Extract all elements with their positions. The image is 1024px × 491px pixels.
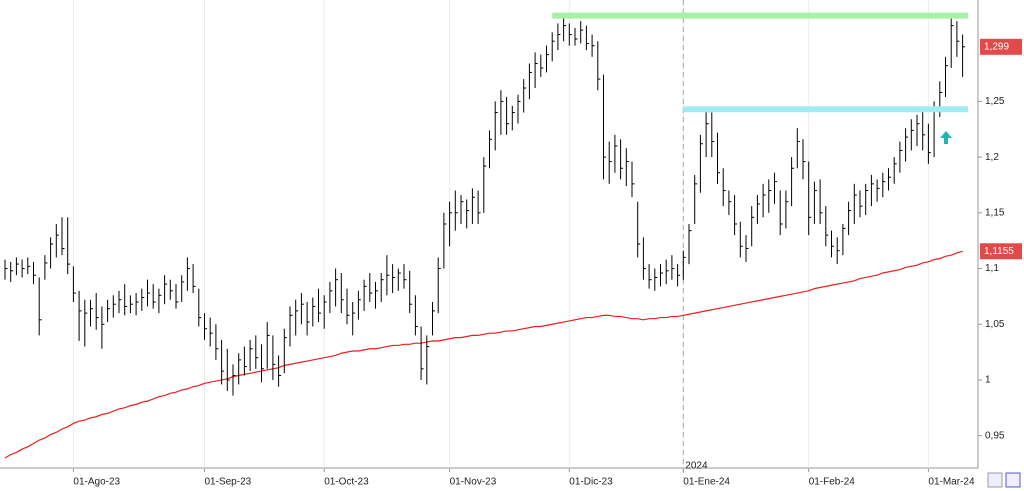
y-tick-label: 0,95 — [985, 430, 1005, 441]
y-tick-label: 1 — [985, 375, 991, 386]
y-tick-label: 1,05 — [985, 319, 1005, 330]
price-label-box — [980, 38, 1022, 55]
price-label-box — [980, 243, 1022, 260]
x-tick-label: 01-Ago-23 — [73, 477, 120, 488]
plot: 01-Ago-23 01-Sep-23 01-Oct-23 01-Nov-23 01-D… — [4, 0, 975, 488]
x-tick-label: 01-Dic-23 — [569, 477, 613, 488]
x-tick-label: 01-Nov-23 — [450, 477, 497, 488]
arrow-icon — [940, 131, 952, 144]
icon-button[interactable] — [1005, 472, 1021, 488]
icon-button[interactable] — [987, 472, 1003, 488]
x-tick-label: 01-Oct-23 — [324, 477, 369, 488]
x-tick-label: 01-Sep-23 — [205, 477, 252, 488]
moving-average — [4, 250, 963, 459]
y-tick-label: 1,15 — [985, 207, 1005, 218]
x-tick-label: 01-Feb-24 — [809, 477, 856, 488]
x-tick-label: 01-Mar-24 — [928, 477, 975, 488]
price-label: 1,1155 — [984, 246, 1014, 257]
annotation: 2024 — [685, 461, 708, 472]
price-label: 1,299 — [984, 41, 1009, 52]
y-tick-label: 1,1 — [985, 263, 999, 274]
y-tick-label: 1,25 — [985, 96, 1005, 107]
x-tick-label: 01-Ene-24 — [683, 477, 730, 488]
y-tick-label: 1,2 — [985, 152, 999, 163]
